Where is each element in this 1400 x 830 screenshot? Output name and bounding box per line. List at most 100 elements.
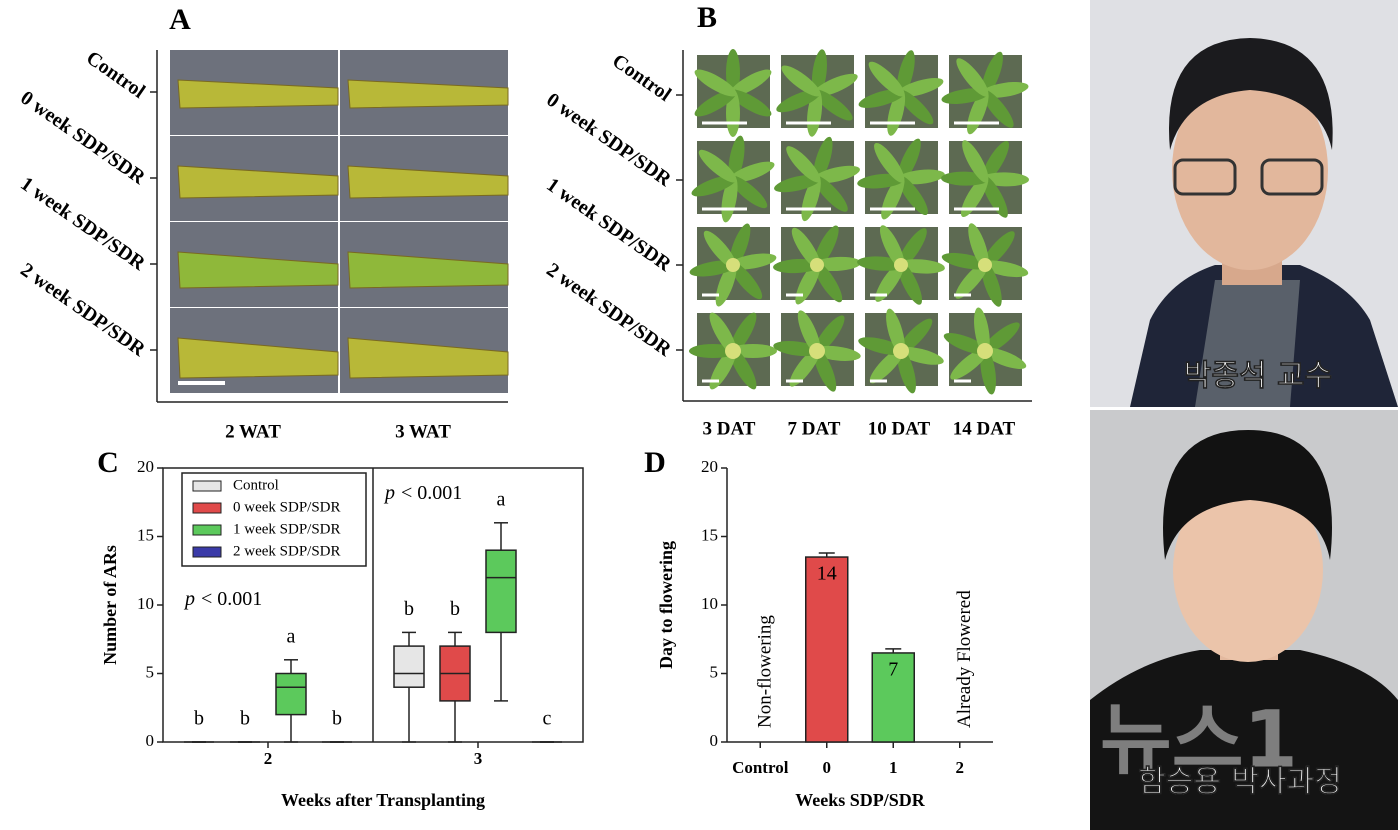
shirt <box>1090 650 1398 830</box>
y-tick-label: 20 <box>701 457 718 476</box>
photo-caption: 박종석 교수 <box>1184 359 1332 394</box>
leaf <box>879 225 905 269</box>
legend-label: 1 week SDP/SDR <box>233 521 341 537</box>
leaf <box>703 230 737 269</box>
stem <box>177 337 339 379</box>
leaf <box>813 261 843 303</box>
shirt <box>1195 280 1300 407</box>
leaf <box>962 140 989 183</box>
legend-swatch <box>192 524 222 536</box>
leaf <box>941 252 989 270</box>
annotation-symbol: p <box>183 588 195 610</box>
stem <box>347 251 509 289</box>
legend-swatch <box>192 502 222 514</box>
column-label: 3 DAT <box>703 418 756 439</box>
leaf <box>981 261 1002 307</box>
y-tick-label: 20 <box>137 457 154 476</box>
x-axis-label: Weeks SDP/SDR <box>795 790 926 810</box>
row-label: 0 week SDP/SDR <box>16 87 149 189</box>
face <box>1173 478 1323 662</box>
leaf <box>813 225 839 269</box>
hair <box>1169 38 1333 150</box>
legend-label: 0 week SDP/SDR <box>233 499 341 515</box>
significance-letter: b <box>194 708 204 730</box>
leaf <box>791 227 821 269</box>
annotation-text: < 0.001 <box>201 588 262 610</box>
annotation: p < 0.001 <box>383 482 462 504</box>
x-tick-label: 3 <box>474 749 483 768</box>
legend-swatch <box>192 480 222 492</box>
leaf <box>776 89 821 113</box>
leaf <box>897 89 934 125</box>
annotation: Non-flowering <box>755 615 776 728</box>
leaf <box>694 89 737 117</box>
leaf <box>896 50 915 97</box>
leaf <box>858 89 905 108</box>
leaf <box>774 174 821 193</box>
leaf <box>698 149 737 183</box>
leaf <box>960 175 989 218</box>
column-label: 10 DAT <box>868 418 931 439</box>
box <box>393 645 425 688</box>
leaf <box>813 175 848 212</box>
leaf <box>813 165 860 184</box>
stem <box>177 251 339 289</box>
value-label: 14 <box>817 563 837 585</box>
y-tick-label: 15 <box>137 525 154 544</box>
leaf <box>813 73 858 97</box>
leaf <box>981 51 1003 97</box>
flower <box>893 343 909 359</box>
leaf <box>729 253 777 270</box>
column-label: 2 WAT <box>225 421 281 442</box>
row-label: 2 week SDP/SDR <box>16 259 149 361</box>
column-label: 14 DAT <box>953 418 1016 439</box>
stem <box>347 337 509 379</box>
column-label: 3 WAT <box>395 421 451 442</box>
row-label: 1 week SDP/SDR <box>542 174 675 276</box>
x-tick-label: 1 <box>889 758 898 777</box>
portrait-top <box>1090 0 1398 407</box>
leaf <box>729 175 768 209</box>
significance-letter: c <box>543 708 552 730</box>
leaf <box>715 261 737 307</box>
y-axis-label: Number of ARs <box>100 545 120 665</box>
watermark: 뉴스1 <box>1100 695 1298 785</box>
legend-label: Control <box>233 477 279 493</box>
leaf <box>689 260 737 277</box>
leaf <box>941 88 989 104</box>
portrait-bottom <box>1090 410 1398 830</box>
leaf <box>981 231 1015 269</box>
leaf <box>897 138 921 183</box>
box <box>275 672 307 716</box>
y-tick-label: 10 <box>701 594 718 613</box>
flower <box>809 343 825 359</box>
bar <box>871 652 915 743</box>
leaf <box>981 260 1029 278</box>
x-tick-label: 2 <box>956 758 965 777</box>
x-tick-label: 0 <box>823 758 832 777</box>
leaf <box>729 161 775 183</box>
glasses <box>1260 158 1324 196</box>
leaf <box>981 89 1014 128</box>
row-label: Control <box>608 50 675 106</box>
panel-label: B <box>697 1 717 34</box>
leaf <box>729 89 772 117</box>
flower <box>726 258 740 272</box>
significance-letter: a <box>287 625 296 647</box>
row-label: 1 week SDP/SDR <box>16 173 149 275</box>
stem <box>347 79 509 109</box>
row-label: 0 week SDP/SDR <box>542 89 675 191</box>
leaf <box>786 146 821 183</box>
leaf <box>897 78 944 97</box>
stem <box>347 165 509 199</box>
significance-letter: a <box>497 488 506 510</box>
leaf <box>875 261 905 302</box>
leaf <box>729 69 772 97</box>
leaf <box>813 89 853 121</box>
leaf <box>694 69 737 97</box>
photo-caption: 함승용 박사과정 <box>1138 765 1342 800</box>
flower <box>810 258 824 272</box>
stem <box>177 79 339 109</box>
leaf <box>729 261 763 300</box>
